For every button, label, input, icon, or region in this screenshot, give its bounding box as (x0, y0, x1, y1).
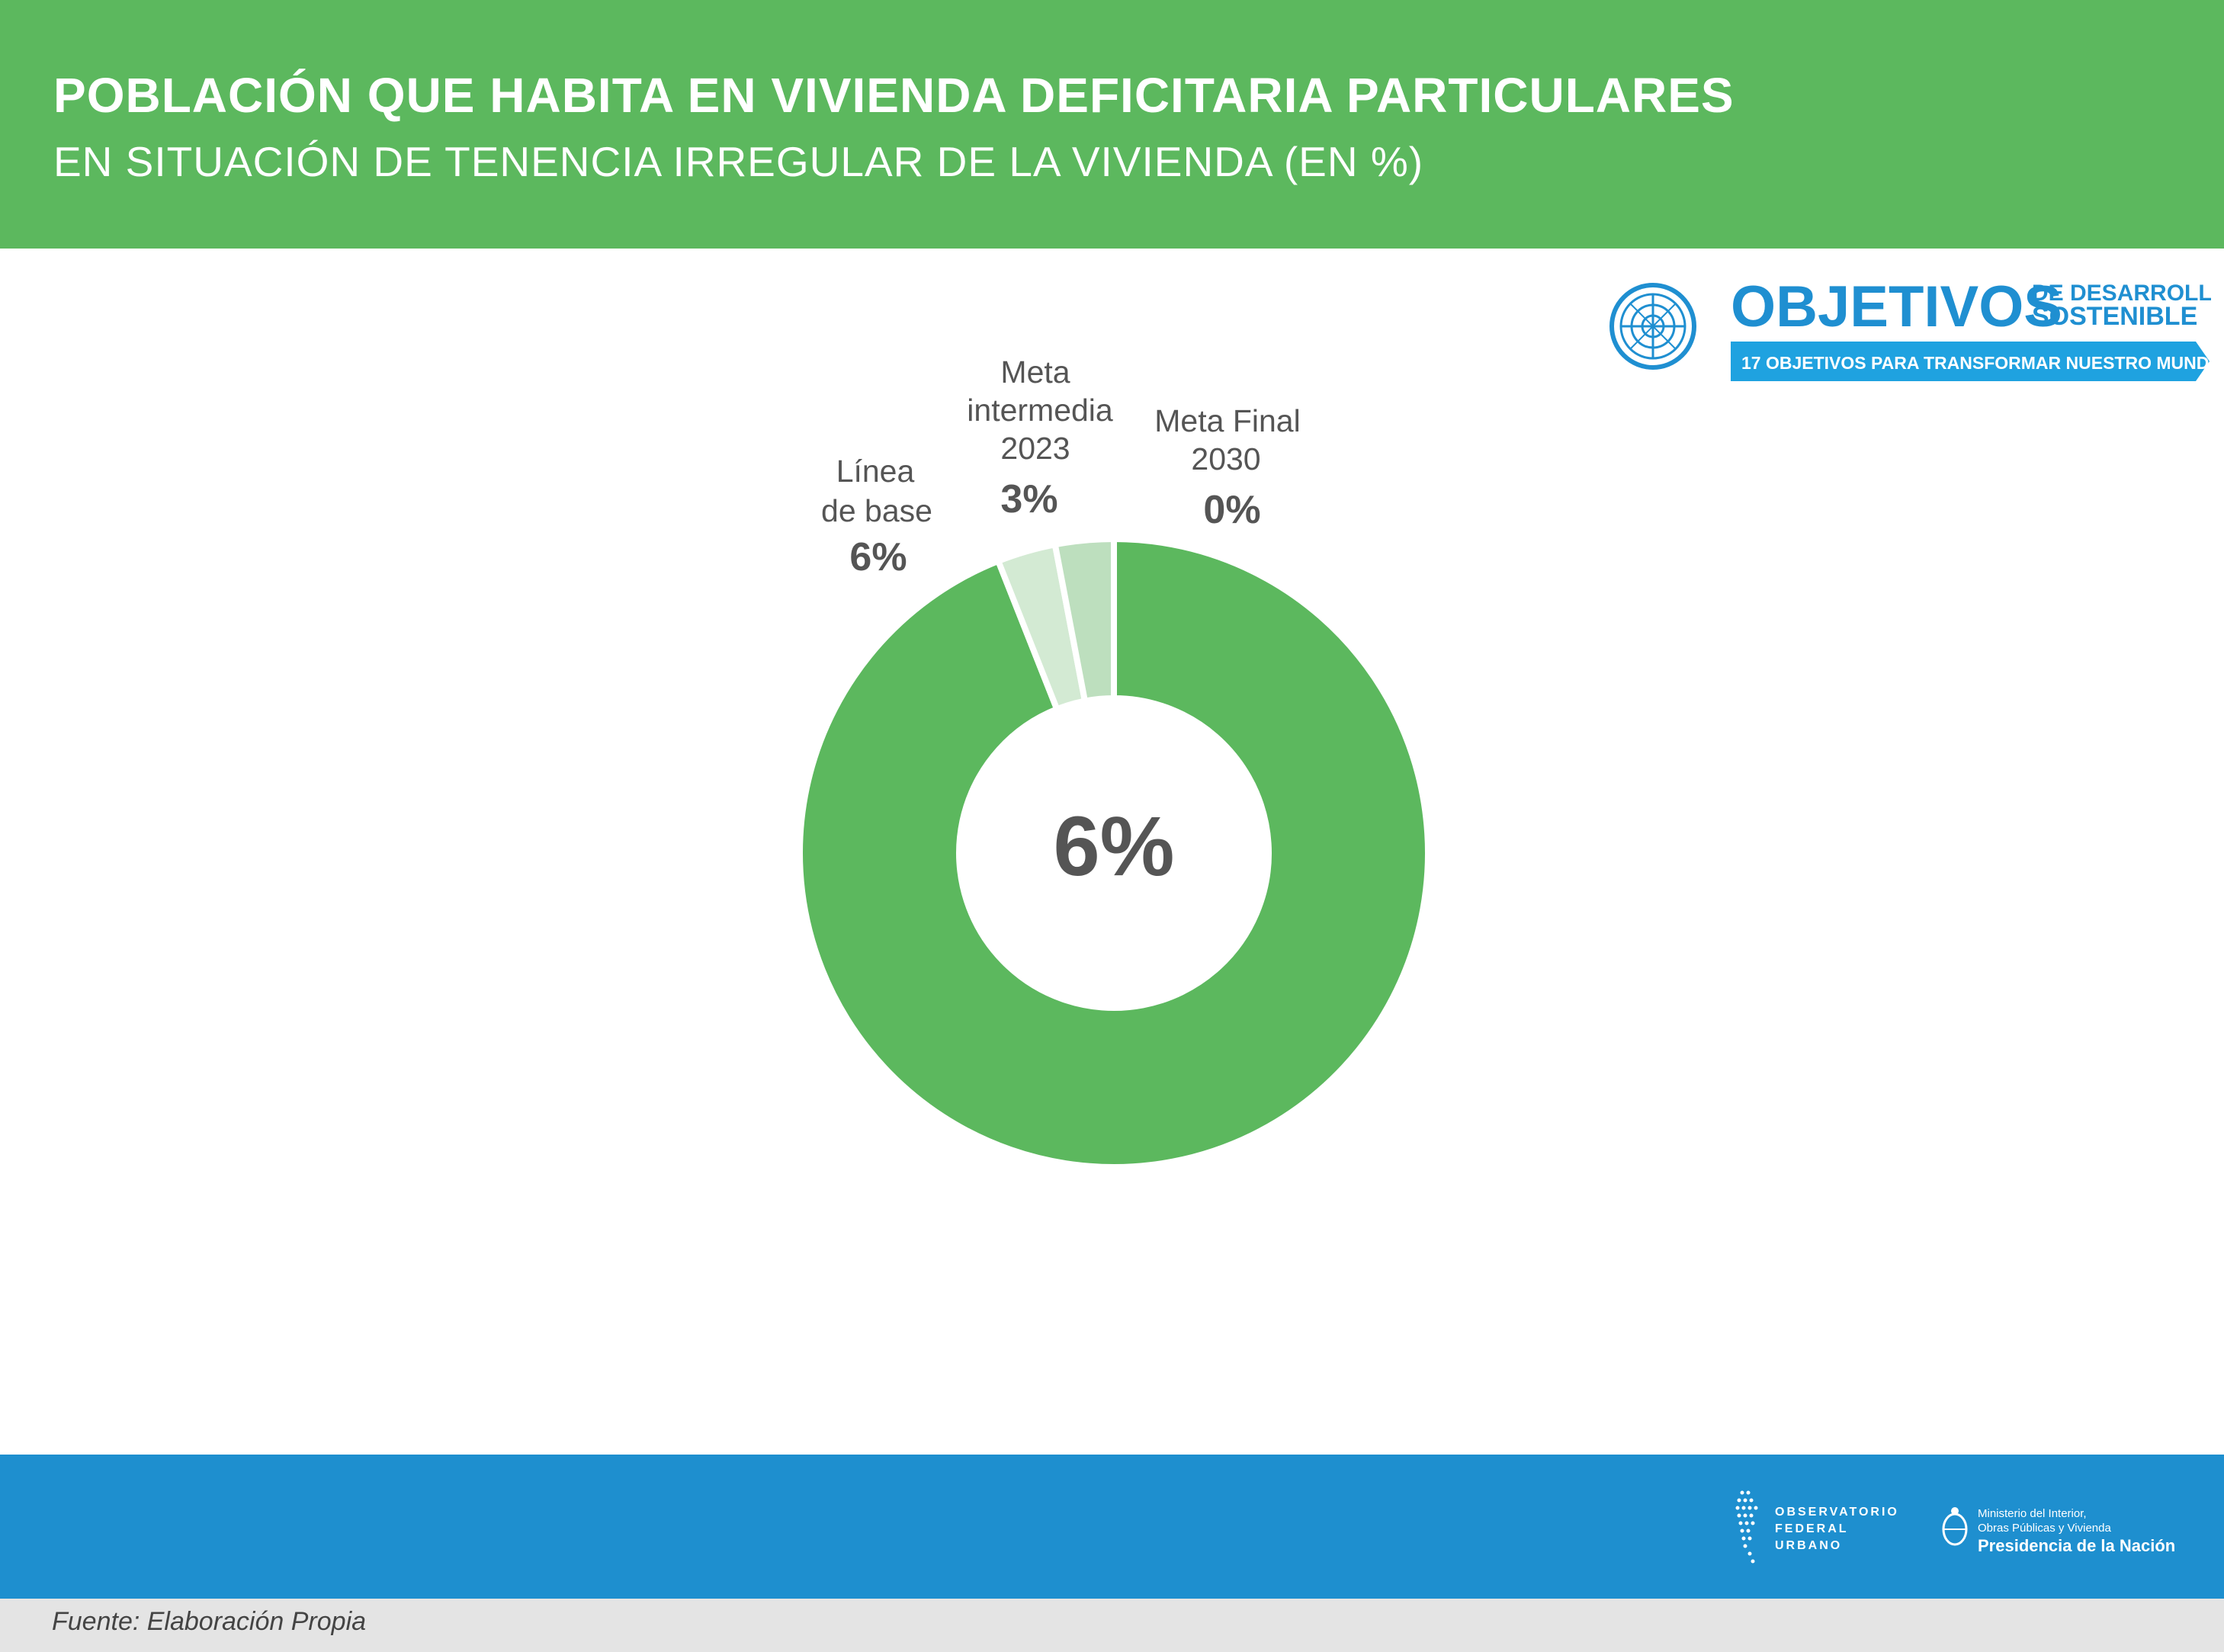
sdg-suffix-1: DE DESARROLLO (2032, 281, 2211, 306)
annotation-text: Meta (1000, 354, 1070, 390)
donut-chart: 6% Línea de base 6% Meta intermedia 2023… (797, 354, 1431, 1170)
sdg-suffix-2: SOSTENIBLE (2032, 302, 2197, 331)
annotation-text: 2030 (1191, 441, 1260, 476)
center-label: 6% (1054, 800, 1175, 893)
observatorio-logo-icon (1735, 1490, 1758, 1564)
page-title: POBLACIÓN QUE HABITA EN VIVIENDA DEFICIT… (53, 68, 1735, 123)
annotation-meta-final: Meta Final 2030 0% (1154, 403, 1300, 532)
sdg-tagline-banner (1731, 342, 2210, 381)
annotation-text: de base (821, 493, 932, 528)
sdg-logo: OBJETIVOS DE DESARROLLO SOSTENIBLE 17 OB… (1609, 274, 2211, 381)
observatorio-line: FEDERAL (1775, 1522, 1849, 1535)
ministry-line-3: Presidencia de la Nación (1978, 1536, 2176, 1555)
observatorio-line: URBANO (1775, 1539, 1843, 1552)
donut-slices (797, 535, 1431, 1170)
annotation-text: 2023 (1000, 431, 1070, 466)
donut-slice-0 (797, 535, 1431, 1170)
annotation-text: Meta Final (1154, 403, 1300, 438)
annotation-text: Línea (836, 454, 915, 489)
annotation-text: intermedia (967, 393, 1113, 428)
page-subtitle: EN SITUACIÓN DE TENENCIA IRREGULAR DE LA… (53, 138, 1424, 185)
footer-bar (0, 1455, 2224, 1599)
annotation-meta-intermedia: Meta intermedia 2023 3% (967, 354, 1113, 521)
annotation-linea-de-base: Línea de base 6% (821, 454, 932, 579)
annotation-value: 3% (1000, 477, 1057, 521)
source-note: Fuente: Elaboración Propia (52, 1607, 367, 1636)
source-bar (0, 1599, 2224, 1652)
header-banner: POBLACIÓN QUE HABITA EN VIVIENDA DEFICIT… (0, 0, 2224, 249)
ministry-line-1: Ministerio del Interior, (1978, 1507, 2087, 1520)
sdg-word: OBJETIVOS (1731, 274, 2062, 339)
ministry-line-2: Obras Públicas y Vivienda (1978, 1522, 2111, 1535)
argentina-shield-icon (1942, 1507, 1968, 1546)
observatorio-line: OBSERVATORIO (1775, 1506, 1899, 1519)
observatorio-text: OBSERVATORIO FEDERAL URBANO (1775, 1504, 1899, 1554)
donut-slice-2 (1051, 535, 1117, 705)
annotation-value: 6% (849, 535, 907, 579)
sdg-tagline: 17 OBJETIVOS PARA TRANSFORMAR NUESTRO MU… (1741, 353, 2211, 373)
ministry-text: Ministerio del Interior, Obras Públicas … (1978, 1506, 2175, 1557)
un-emblem-icon (1609, 283, 1696, 370)
annotation-value: 0% (1203, 488, 1260, 532)
